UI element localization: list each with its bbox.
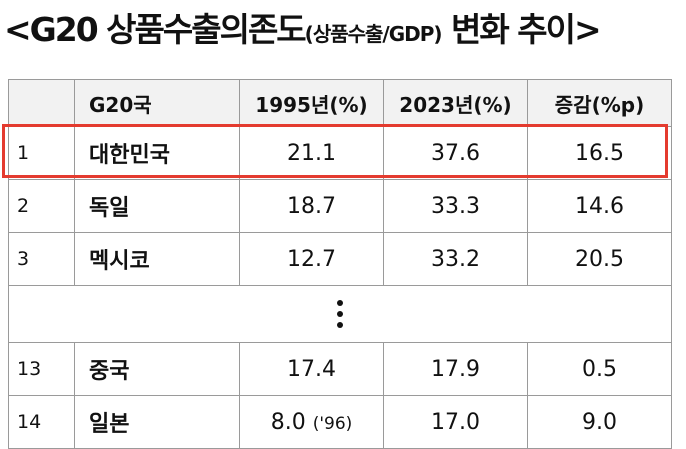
change-cell: 9.0: [527, 395, 672, 449]
header-change: 증감(%p): [527, 79, 672, 127]
year-note: ('96): [312, 413, 353, 434]
country-cell: 멕시코: [74, 232, 240, 286]
ellipsis-cell: [8, 285, 672, 343]
table-row: 3 멕시코 12.7 33.2 20.5: [8, 232, 672, 286]
value-2023-cell: 17.9: [383, 342, 528, 396]
header-rank: [8, 79, 75, 127]
value-1995-cell: 18.7: [239, 179, 384, 233]
rank-cell: 13: [8, 342, 75, 396]
value-1995-cell: 8.0 ('96): [239, 395, 384, 449]
change-cell: 20.5: [527, 232, 672, 286]
change-cell: 16.5: [527, 126, 672, 180]
rank-cell: 14: [8, 395, 75, 449]
table-row: 14 일본 8.0 ('96) 17.0 9.0: [8, 395, 672, 449]
country-cell: 독일: [74, 179, 240, 233]
export-dependency-table: G20국 1995년(%) 2023년(%) 증감(%p) 1 대한민국 21.…: [8, 79, 672, 449]
country-cell: 일본: [74, 395, 240, 449]
value-1995-text: 8.0: [270, 409, 306, 435]
value-2023-cell: 17.0: [383, 395, 528, 449]
page-title: <G20 상품수출의존도(상품수출/GDP) 변화 추이>: [4, 4, 684, 56]
table-row: 2 독일 18.7 33.3 14.6: [8, 179, 672, 233]
header-2023: 2023년(%): [383, 79, 528, 127]
value-1995-cell: 12.7: [239, 232, 384, 286]
value-2023-cell: 33.2: [383, 232, 528, 286]
change-cell: 0.5: [527, 342, 672, 396]
table-header-row: G20국 1995년(%) 2023년(%) 증감(%p): [8, 79, 672, 127]
country-cell: 중국: [74, 342, 240, 396]
table-row: 13 중국 17.4 17.9 0.5: [8, 342, 672, 396]
rank-cell: 3: [8, 232, 75, 286]
header-country: G20국: [74, 79, 240, 127]
value-1995-cell: 17.4: [239, 342, 384, 396]
value-2023-cell: 33.3: [383, 179, 528, 233]
table-row: 1 대한민국 21.1 37.6 16.5: [8, 126, 672, 180]
country-cell: 대한민국: [74, 126, 240, 180]
value-1995-cell: 21.1: [239, 126, 384, 180]
title-main-prefix: <G20 상품수출의존도: [4, 10, 307, 49]
rank-cell: 1: [8, 126, 75, 180]
value-2023-cell: 37.6: [383, 126, 528, 180]
vertical-ellipsis-icon: [10, 287, 671, 342]
rank-cell: 2: [8, 179, 75, 233]
header-1995: 1995년(%): [239, 79, 384, 127]
title-main-suffix: 변화 추이>: [441, 10, 602, 49]
title-subtitle: (상품수출/GDP): [304, 22, 443, 46]
ellipsis-row: [8, 285, 672, 343]
change-cell: 14.6: [527, 179, 672, 233]
